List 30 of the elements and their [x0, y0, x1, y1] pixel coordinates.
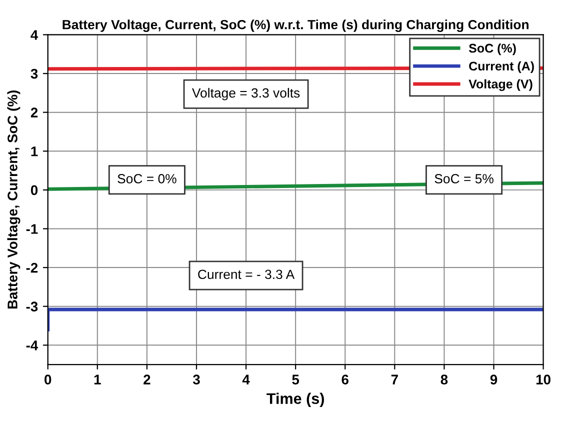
x-tick-label: 9: [490, 374, 498, 384]
legend-label: SoC (%): [468, 43, 516, 56]
y-tick-label: 2: [30, 108, 38, 118]
y-tick-label: 1: [31, 146, 38, 156]
y-tick-label: 4: [30, 30, 38, 40]
x-tick-label: 8: [440, 374, 448, 384]
y-tick-label: 0: [30, 185, 38, 196]
annotation: SoC = 0%: [118, 174, 176, 184]
x-tick-label: 3: [192, 374, 200, 385]
x-tick-label: 6: [342, 374, 348, 384]
legend-label: Current (A): [469, 61, 534, 74]
y-tick-label: -3: [26, 302, 38, 312]
y-tick-label: -4: [26, 340, 38, 350]
legend-label: Voltage (V): [468, 79, 532, 91]
annotation: Current = - 3.3 A: [198, 270, 295, 280]
x-tick-label: 1: [94, 374, 101, 384]
annotation: Voltage = 3.3 volts: [192, 88, 300, 100]
y-tick-label: 3: [30, 68, 38, 79]
x-tick-label: 5: [292, 374, 300, 384]
annotation: SoC = 5%: [434, 174, 494, 184]
y-tick-label: -2: [26, 262, 38, 273]
x-tick-label: 2: [144, 374, 150, 384]
x-tick-label: 7: [391, 374, 398, 384]
y-axis-title: Battery Voltage, Current, SoC (%): [7, 90, 20, 309]
y-tick-label: -1: [26, 224, 38, 234]
x-axis-title: Time (s): [266, 392, 324, 408]
x-tick-label: 0: [44, 374, 52, 384]
chart-title: Battery Voltage, Current, SoC (%) w.r.t. Time (s) during Charging Condition: [62, 20, 528, 32]
x-tick-label: 4: [242, 374, 250, 384]
x-tick-label: 10: [536, 374, 550, 384]
